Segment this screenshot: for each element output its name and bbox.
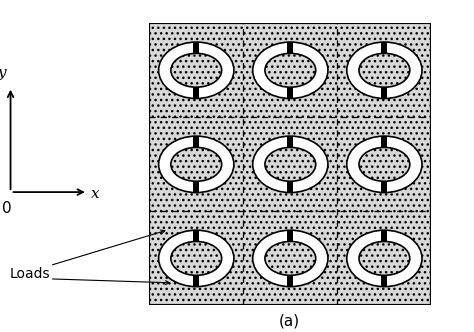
Ellipse shape <box>359 53 410 87</box>
Ellipse shape <box>359 241 410 275</box>
Bar <box>287 88 293 99</box>
Ellipse shape <box>171 53 222 87</box>
Text: 0: 0 <box>2 201 12 216</box>
Ellipse shape <box>347 42 422 99</box>
Bar <box>193 276 199 287</box>
Ellipse shape <box>265 147 316 181</box>
Ellipse shape <box>253 230 328 287</box>
Ellipse shape <box>359 147 410 181</box>
Bar <box>382 182 387 193</box>
Ellipse shape <box>265 241 316 275</box>
Text: Loads: Loads <box>9 267 50 281</box>
Bar <box>382 230 387 241</box>
Bar <box>287 182 293 193</box>
Ellipse shape <box>159 42 234 99</box>
Ellipse shape <box>159 136 234 193</box>
Bar <box>382 42 387 53</box>
Text: y: y <box>0 66 7 80</box>
Bar <box>382 88 387 99</box>
Bar <box>287 230 293 241</box>
Ellipse shape <box>265 53 316 87</box>
Bar <box>193 88 199 99</box>
Bar <box>193 230 199 241</box>
Bar <box>287 42 293 53</box>
Bar <box>193 42 199 53</box>
Bar <box>193 182 199 193</box>
Bar <box>382 276 387 287</box>
Bar <box>287 136 293 147</box>
Bar <box>382 136 387 147</box>
Bar <box>287 276 293 287</box>
Text: (a): (a) <box>279 314 300 329</box>
Text: x: x <box>91 187 100 201</box>
Ellipse shape <box>347 230 422 287</box>
Ellipse shape <box>171 241 222 275</box>
Ellipse shape <box>171 147 222 181</box>
Ellipse shape <box>253 42 328 99</box>
Ellipse shape <box>253 136 328 193</box>
Bar <box>193 136 199 147</box>
Ellipse shape <box>159 230 234 287</box>
Ellipse shape <box>347 136 422 193</box>
